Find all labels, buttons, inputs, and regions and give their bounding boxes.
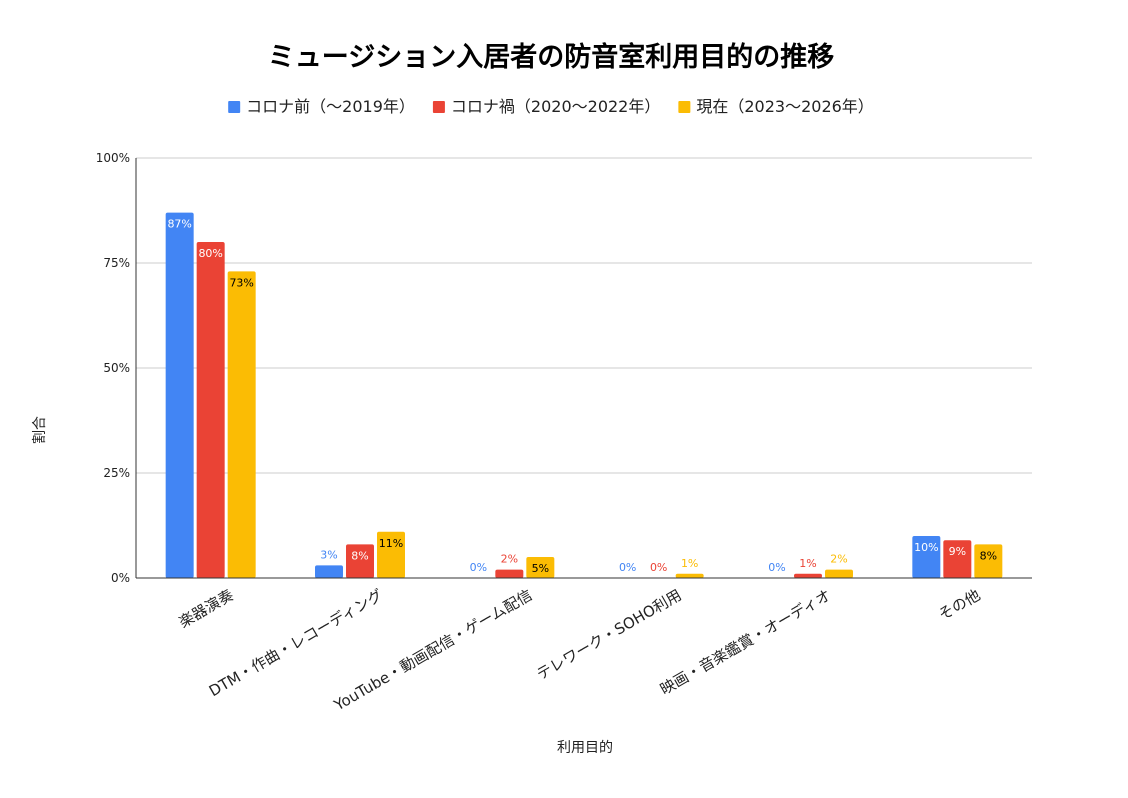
- data-label: 1%: [799, 557, 816, 570]
- gridlines: [135, 157, 1032, 578]
- data-label: 8%: [351, 549, 368, 562]
- chart-title: ミュージション入居者の防音室利用目的の推移: [268, 41, 834, 73]
- x-axis-ticks: 楽器演奏DTM・作曲・レコーディングYouTube・動画配信・ゲーム配信テレワー…: [176, 586, 984, 715]
- bar: [794, 573, 822, 578]
- y-tick-label: 100%: [96, 151, 130, 165]
- y-tick-label: 25%: [103, 466, 130, 480]
- x-tick-label: 映画・音楽鑑賞・オーディオ: [657, 586, 834, 699]
- bar: [495, 569, 524, 578]
- legend-swatch: [678, 101, 691, 113]
- y-tick-label: 50%: [103, 361, 130, 375]
- y-axis-ticks: 0% 25% 50% 75% 100%: [96, 151, 130, 585]
- y-tick-label: 75%: [103, 256, 130, 270]
- legend-swatch: [228, 101, 241, 113]
- data-label: 8%: [980, 549, 997, 562]
- bar: [943, 540, 972, 578]
- bars: [165, 212, 1003, 578]
- bar: [974, 544, 1003, 578]
- data-label: 80%: [198, 247, 222, 260]
- data-label: 0%: [768, 561, 785, 574]
- legend-label: コロナ禍（2020～2022年）: [451, 97, 660, 116]
- bar: [825, 569, 853, 578]
- bar: [346, 544, 374, 578]
- x-tick-label: 楽器演奏: [176, 586, 237, 632]
- bar: [675, 573, 704, 578]
- data-label: 9%: [949, 545, 966, 558]
- bar: [377, 531, 405, 578]
- data-label: 3%: [320, 548, 337, 561]
- legend-item: コロナ前（～2019年）: [228, 97, 415, 116]
- data-label: 0%: [650, 561, 667, 574]
- bar: [165, 212, 194, 578]
- x-tick-label: テレワーク・SOHO利用: [534, 586, 685, 684]
- data-label: 87%: [167, 218, 191, 231]
- y-tick-label: 0%: [111, 571, 130, 585]
- data-label: 5%: [532, 562, 549, 575]
- legend-swatch: [432, 101, 445, 113]
- data-label: 2%: [830, 553, 847, 566]
- data-label: 73%: [229, 276, 253, 289]
- x-axis-label: 利用目的: [557, 740, 613, 756]
- data-label: 2%: [501, 553, 518, 566]
- legend-item: 現在（2023～2026年）: [678, 97, 874, 116]
- bar: [315, 565, 343, 578]
- data-label: 1%: [681, 557, 698, 570]
- bar: [196, 242, 225, 578]
- bar: [526, 557, 555, 578]
- data-label: 0%: [619, 561, 636, 574]
- legend-item: コロナ禍（2020～2022年）: [432, 97, 660, 116]
- data-labels: 87% 80% 73% 3% 8% 11% 0% 2% 5% 0% 0% 1% 0% 1% 2% 10% 9% 8…: [167, 218, 997, 575]
- data-label: 10%: [914, 541, 938, 554]
- legend-label: 現在（2023～2026年）: [696, 97, 873, 116]
- bar: [912, 536, 941, 578]
- data-label: 0%: [470, 561, 487, 574]
- y-axis-label: 割合: [31, 416, 48, 444]
- legend-label: コロナ前（～2019年）: [246, 97, 415, 116]
- legend: コロナ前（～2019年） コロナ禍（2020～2022年） 現在（2023～2026…: [228, 97, 874, 116]
- x-tick-label: その他: [935, 586, 983, 624]
- bar: [227, 271, 256, 578]
- data-label: 11%: [379, 537, 403, 550]
